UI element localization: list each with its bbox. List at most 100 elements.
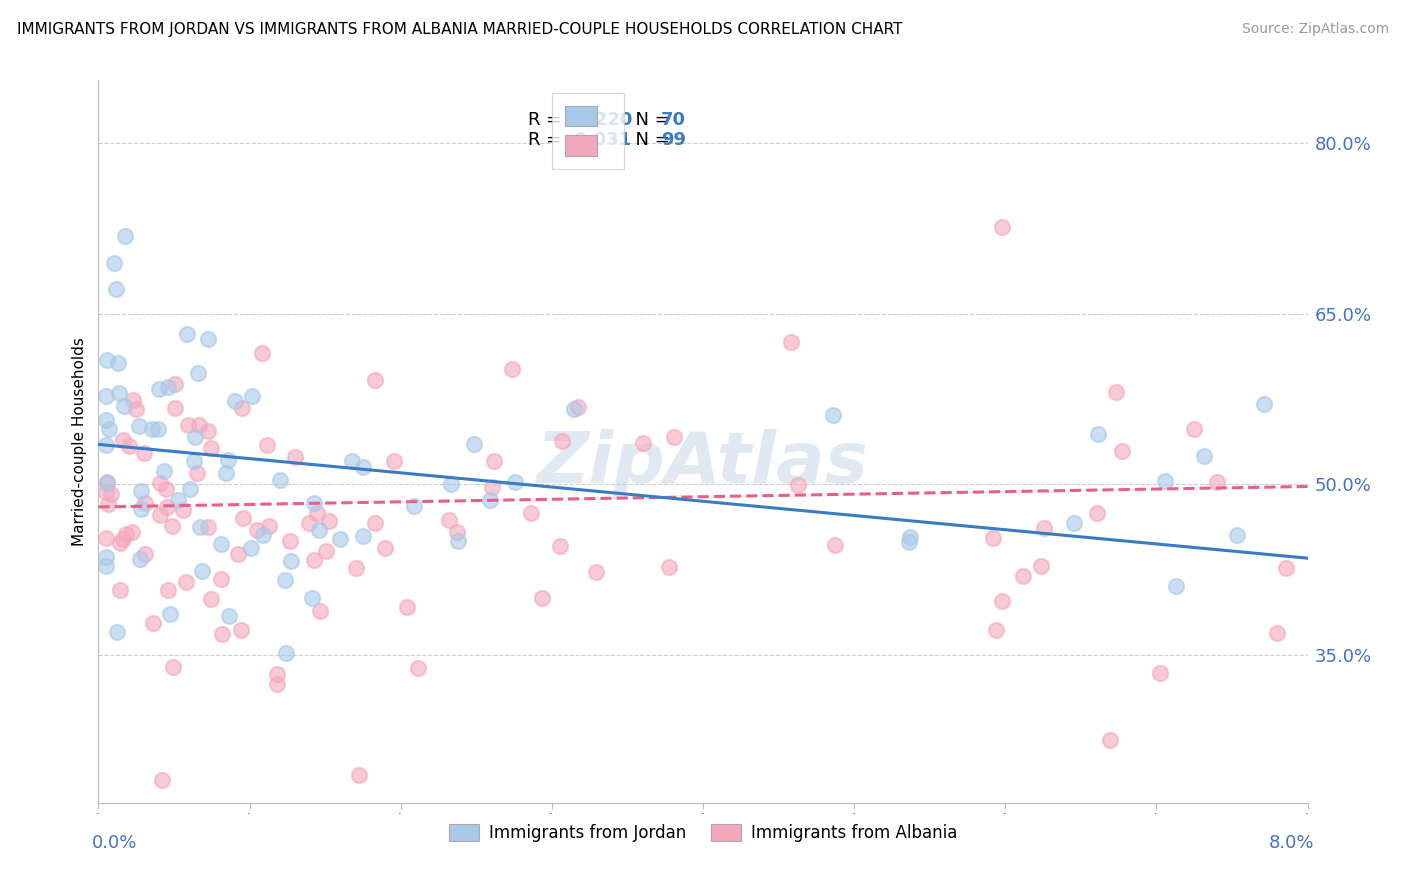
Point (631, 435, 654, 450)
Point (94, 550, 117, 565)
Point (259, 519, 281, 533)
Point (231, 401, 253, 416)
Point (562, 401, 585, 416)
Point (396, 599, 419, 614)
Point (155, 500, 177, 515)
Point (1087, 427, 1109, 442)
Point (94, 412, 117, 426)
Point (1327, 623, 1350, 637)
Point (352, 460, 374, 475)
Point (150, 772, 173, 787)
Point (658, 559, 681, 574)
Point (134, 496, 156, 510)
Point (302, 496, 325, 510)
Point (128, 419, 150, 434)
Point (114, 228, 136, 243)
Point (159, 607, 181, 622)
Point (129, 484, 152, 499)
Point (382, 454, 405, 468)
Point (224, 393, 246, 408)
Point (94, 438, 117, 452)
Point (160, 518, 183, 533)
Point (1265, 626, 1288, 640)
Point (786, 478, 808, 492)
Point (269, 473, 291, 487)
Point (898, 530, 921, 544)
Text: R =: R = (527, 130, 567, 149)
Point (209, 572, 232, 586)
Point (479, 492, 502, 507)
Point (585, 566, 607, 580)
Point (96, 352, 118, 367)
Point (107, 356, 129, 370)
Point (305, 506, 328, 520)
Point (315, 544, 337, 558)
Point (308, 523, 330, 537)
Point (364, 516, 387, 530)
Text: 0.031: 0.031 (568, 130, 631, 149)
Point (298, 516, 321, 530)
Point (153, 465, 176, 479)
Point (172, 503, 194, 517)
Text: N =: N = (624, 111, 676, 129)
Point (991, 594, 1014, 608)
Point (188, 520, 211, 534)
Point (104, 282, 127, 296)
Point (309, 604, 332, 618)
Point (96, 475, 118, 489)
Point (197, 332, 219, 346)
Point (340, 453, 363, 467)
Point (1192, 449, 1215, 463)
Point (1099, 732, 1122, 747)
Point (501, 362, 523, 376)
Point (142, 615, 165, 630)
Point (437, 513, 460, 527)
Point (165, 401, 187, 415)
Point (1029, 558, 1052, 573)
Point (481, 480, 503, 494)
Text: R =: R = (527, 111, 567, 129)
Point (463, 436, 485, 450)
Point (211, 627, 233, 641)
Point (232, 511, 254, 525)
Point (1111, 444, 1133, 458)
Point (100, 486, 122, 500)
Point (179, 483, 201, 497)
Point (125, 401, 148, 416)
Point (447, 534, 470, 549)
Point (176, 418, 198, 433)
Point (274, 573, 297, 587)
Point (1182, 422, 1205, 436)
Point (1149, 666, 1171, 681)
Point (374, 541, 396, 555)
Text: ZipAtlas: ZipAtlas (537, 429, 869, 498)
Text: -0.220: -0.220 (568, 111, 631, 129)
Point (991, 219, 1014, 234)
Point (550, 434, 572, 449)
Point (186, 467, 208, 481)
Point (440, 476, 463, 491)
Point (280, 554, 302, 568)
Point (187, 367, 209, 381)
Text: Source: ZipAtlas.com: Source: ZipAtlas.com (1241, 22, 1389, 37)
Point (821, 408, 844, 422)
Point (184, 430, 207, 444)
Point (103, 256, 125, 270)
Point (197, 520, 219, 534)
Point (94, 389, 117, 403)
Point (1033, 521, 1056, 535)
Point (278, 533, 301, 548)
Point (406, 661, 429, 675)
Point (97, 422, 120, 436)
Point (217, 452, 239, 467)
Point (129, 552, 152, 566)
Point (276, 646, 298, 660)
Point (250, 346, 273, 360)
Point (1011, 569, 1033, 583)
Point (240, 389, 263, 403)
Point (266, 677, 288, 691)
Point (548, 539, 571, 553)
Point (318, 514, 340, 528)
Point (121, 524, 143, 539)
Point (1226, 528, 1249, 542)
